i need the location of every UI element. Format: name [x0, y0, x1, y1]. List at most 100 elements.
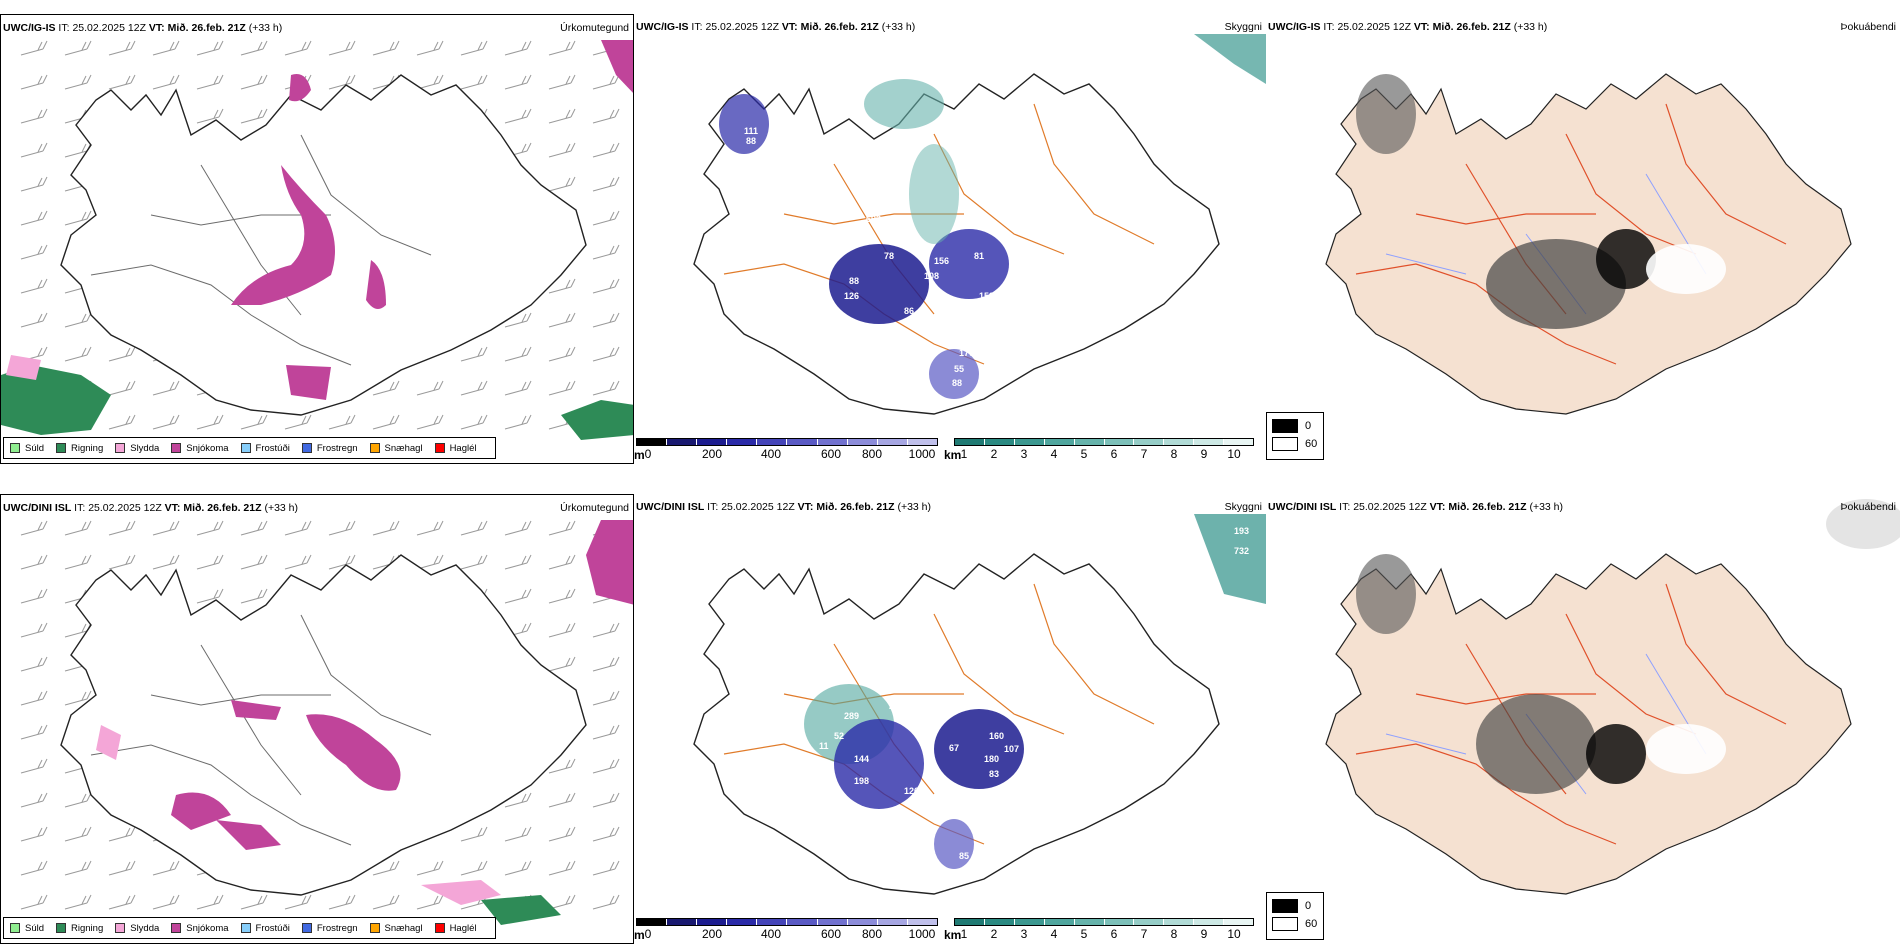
legend-item: Haglél	[434, 443, 477, 454]
wind-barb	[592, 724, 620, 740]
fog-map	[1325, 73, 1852, 415]
panel-title: UWC/DINI ISL IT: 25.02.2025 12Z VT: Mið.…	[636, 501, 932, 513]
wind-barb	[504, 346, 532, 362]
ceiling-unit: m	[634, 928, 645, 942]
tick-label: 400	[760, 447, 782, 461]
legend-item: Frostregn	[301, 443, 358, 454]
tick-label: 6	[1110, 447, 1118, 461]
wind-barb	[20, 210, 48, 226]
legend-swatch	[1272, 437, 1298, 451]
wind-barb	[548, 554, 576, 570]
wind-barb	[460, 380, 488, 396]
wind-barb	[64, 860, 92, 876]
wind-barb	[460, 520, 488, 536]
wind-barb	[64, 554, 92, 570]
wind-barb	[64, 894, 92, 910]
wind-barb	[416, 554, 444, 570]
wind-barb	[548, 826, 576, 842]
legend-item: Snæhagl	[369, 923, 423, 934]
wind-barb	[592, 244, 620, 260]
wind-barb	[592, 142, 620, 158]
panel-title: UWC/IG-IS IT: 25.02.2025 12Z VT: Mið. 26…	[3, 22, 283, 34]
tick-label: 1000	[908, 927, 936, 941]
wind-barb	[504, 826, 532, 842]
tick-label: 3	[1020, 447, 1028, 461]
wind-barb	[548, 520, 576, 536]
wind-barb	[372, 380, 400, 396]
tick-label: 8	[1170, 927, 1178, 941]
ceiling-colorbar: 0 200 400 600 800 1000	[636, 918, 938, 941]
wind-barb	[284, 414, 312, 430]
legend-item: Rigning	[56, 923, 103, 934]
tick-label: 400	[760, 927, 782, 941]
ceiling-value-label: 55	[954, 364, 964, 374]
tick-label: 10	[1227, 447, 1241, 461]
tick-label: 1	[960, 927, 968, 941]
wind-barb	[328, 520, 356, 536]
wind-barb	[504, 312, 532, 328]
wind-barb	[64, 792, 92, 808]
legend-item: Frostregn	[301, 923, 358, 934]
ceiling-value-label: 11	[819, 741, 829, 751]
wind-barb	[592, 278, 620, 294]
wind-barb	[460, 74, 488, 90]
panel-title: UWC/DINI ISL IT: 25.02.2025 12Z VT: Mið.…	[1268, 501, 1564, 513]
legend-item: Snæhagl	[369, 443, 423, 454]
legend-item: Haglél	[434, 923, 477, 934]
tick-label: 200	[701, 447, 723, 461]
wind-barb	[20, 40, 48, 56]
tick-label: 800	[861, 927, 883, 941]
wind-barb	[64, 74, 92, 90]
legend-label: 60	[1305, 438, 1318, 450]
wind-barb	[152, 414, 180, 430]
tick-label: 8	[1170, 447, 1178, 461]
wind-barb	[108, 414, 136, 430]
fog-panel-bottom: UWC/DINI ISL IT: 25.02.2025 12Z VT: Mið.…	[1266, 494, 1900, 944]
wind-barb	[196, 74, 224, 90]
wind-barb	[20, 690, 48, 706]
ceiling-map: 693 78 156 81 84 88 108 158 99 126 86 88 176 55 88 30 86…	[693, 34, 1266, 415]
wind-barb	[64, 690, 92, 706]
ceiling-value-label: 180	[984, 754, 999, 764]
wind-barb	[548, 312, 576, 328]
wind-barb	[548, 588, 576, 604]
wind-barb	[20, 520, 48, 536]
wind-barb	[548, 860, 576, 876]
legend-item: Slydda	[115, 923, 159, 934]
wind-barb	[372, 860, 400, 876]
wind-barb	[20, 826, 48, 842]
wind-barb	[152, 860, 180, 876]
tick-label: 9	[1200, 927, 1208, 941]
wind-barb	[152, 554, 180, 570]
wind-barb	[548, 346, 576, 362]
ceiling-panel-top: UWC/IG-IS IT: 25.02.2025 12Z VT: Mið. 26…	[634, 14, 1266, 464]
wind-barb	[592, 758, 620, 774]
wind-barb	[504, 792, 532, 808]
ceiling-value-label: 156	[934, 256, 949, 266]
wind-barb	[548, 40, 576, 56]
ceiling-value-label: 126	[844, 291, 859, 301]
ceiling-colorbar-strip	[636, 438, 938, 446]
wind-barb	[504, 554, 532, 570]
tick-label: 5	[1080, 927, 1088, 941]
ceiling-value-label: 160	[989, 731, 1004, 741]
ceiling-value-label: 88	[849, 276, 859, 286]
field-name: Skyggni	[1224, 21, 1262, 33]
tick-label: 0	[644, 927, 652, 941]
field-name: Úrkomutegund	[560, 502, 629, 514]
ceiling-value-label: 99	[1004, 281, 1014, 291]
wind-barb	[152, 894, 180, 910]
wind-barb	[196, 108, 224, 124]
wind-barb	[108, 520, 136, 536]
wind-barb	[20, 792, 48, 808]
legend-item: Slydda	[115, 443, 159, 454]
legend-item: Frostúði	[240, 923, 290, 934]
ceiling-value-label: 107	[1004, 744, 1019, 754]
wind-barb	[20, 724, 48, 740]
ceiling-value-label: 198	[854, 776, 869, 786]
ceiling-value-label: 88	[746, 136, 756, 146]
wind-barb	[20, 860, 48, 876]
wind-barb	[196, 520, 224, 536]
ceiling-unit: m	[634, 448, 645, 462]
